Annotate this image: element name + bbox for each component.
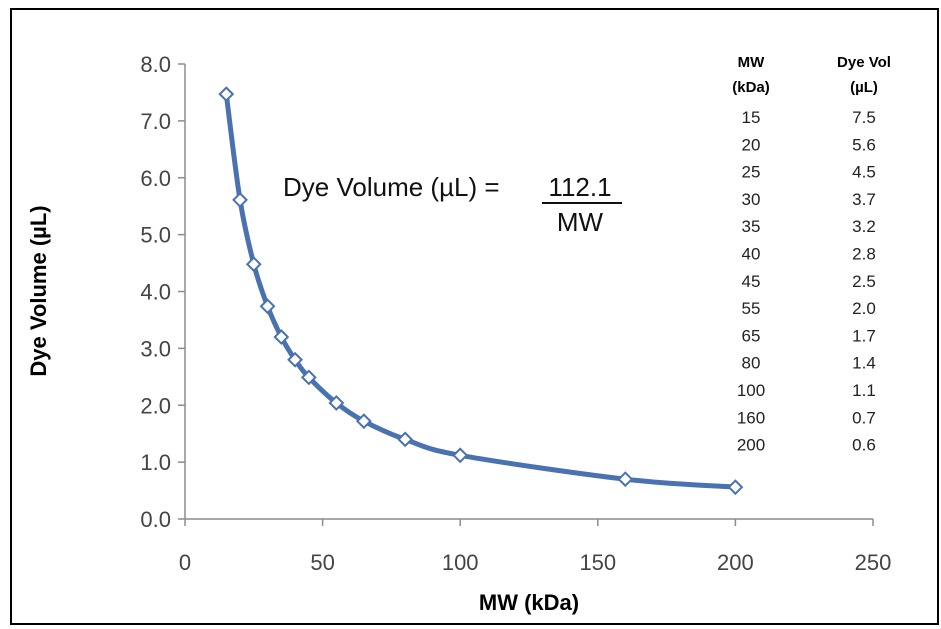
equation-annotation: Dye Volume (µL) = 112.1 MW [283, 172, 622, 237]
table-header-mw: MW [738, 54, 765, 71]
table-rows: 15 7.5 20 5.6 25 4.5 30 3.7 35 3.2 40 2.8 45 2.5 55 2.0… [737, 108, 876, 455]
data-point [397, 431, 414, 448]
equation-lhs: Dye Volume (µL) = [283, 172, 500, 202]
table-header-mw-unit: (kDa) [732, 79, 770, 96]
data-point [452, 447, 469, 464]
axes [184, 64, 873, 520]
data-point [259, 298, 276, 315]
table-cell-mw: 45 [742, 272, 761, 291]
table-cell-mw: 65 [742, 326, 761, 345]
data-point [232, 192, 248, 208]
y-tick-label: 2.0 [140, 393, 171, 418]
chart-frame [10, 8, 939, 625]
table-cell-mw: 100 [737, 381, 765, 400]
data-point [300, 369, 317, 386]
data-point [218, 86, 235, 103]
table-cell-mw: 30 [742, 190, 761, 209]
table-cell-mw: 80 [742, 354, 761, 373]
table-cell-mw: 20 [742, 135, 761, 154]
table-cell-dye-vol: 1.1 [852, 381, 876, 400]
data-point [273, 329, 290, 345]
data-point [287, 351, 303, 368]
table-header-dye-vol: Dye Vol [837, 54, 891, 71]
table-cell-dye-vol: 5.6 [852, 135, 876, 154]
table-cell-dye-vol: 1.4 [852, 354, 876, 373]
table-cell-dye-vol: 2.0 [852, 299, 876, 318]
y-tick-label: 0.0 [140, 507, 171, 532]
equation-numerator: 112.1 [548, 172, 611, 202]
table-cell-mw: 160 [737, 408, 765, 427]
table-cell-dye-vol: 0.6 [852, 436, 876, 455]
y-tick-label: 8.0 [140, 52, 171, 77]
y-tick-label: 6.0 [140, 166, 171, 191]
table-cell-dye-vol: 3.2 [852, 217, 876, 236]
x-tick-label: 0 [179, 550, 191, 575]
y-tick-label: 3.0 [140, 336, 171, 361]
table-cell-dye-vol: 7.5 [852, 108, 876, 127]
table-cell-mw: 25 [742, 163, 761, 182]
table-cell-dye-vol: 0.7 [852, 408, 876, 427]
table-cell-mw: 35 [742, 217, 761, 236]
table-header-dye-vol-unit: (µL) [850, 79, 878, 96]
table-cell-dye-vol: 1.7 [852, 326, 876, 345]
series-line [223, 91, 738, 490]
y-tick-label: 7.0 [140, 109, 171, 134]
table-cell-mw: 40 [742, 245, 761, 264]
ticks: 0.0 1.0 2.0 3.0 4.0 5.0 6.0 7.0 8.0 0 50 100 150 200 2… [140, 52, 891, 575]
x-tick-label: 250 [855, 550, 892, 575]
table-cell-dye-vol: 2.8 [852, 245, 876, 264]
x-tick-label: 100 [442, 550, 479, 575]
x-tick-label: 50 [310, 550, 334, 575]
series-group [218, 86, 744, 496]
table-cell-mw: 15 [742, 108, 761, 127]
x-tick-label: 200 [717, 550, 754, 575]
data-point [727, 479, 744, 496]
data-point [355, 413, 372, 430]
equation-denominator: MW [557, 207, 604, 237]
table-cell-dye-vol: 4.5 [852, 163, 876, 182]
y-tick-label: 1.0 [140, 450, 171, 475]
y-tick-label: 5.0 [140, 223, 171, 248]
y-tick-label: 4.0 [140, 280, 171, 305]
x-tick-label: 150 [579, 550, 616, 575]
y-axis-title: Dye Volume (µL) [26, 205, 51, 376]
data-point [617, 471, 634, 488]
table-cell-mw: 55 [742, 299, 761, 318]
table-cell-dye-vol: 3.7 [852, 190, 876, 209]
table-cell-dye-vol: 2.5 [852, 272, 876, 291]
x-axis-title: MW (kDa) [479, 590, 579, 615]
data-table: MW (kDa) Dye Vol (µL) 15 7.5 20 5.6 25 4.5 30 3… [732, 54, 891, 455]
data-point [328, 395, 345, 411]
data-point [245, 256, 262, 273]
table-cell-mw: 200 [737, 436, 765, 455]
